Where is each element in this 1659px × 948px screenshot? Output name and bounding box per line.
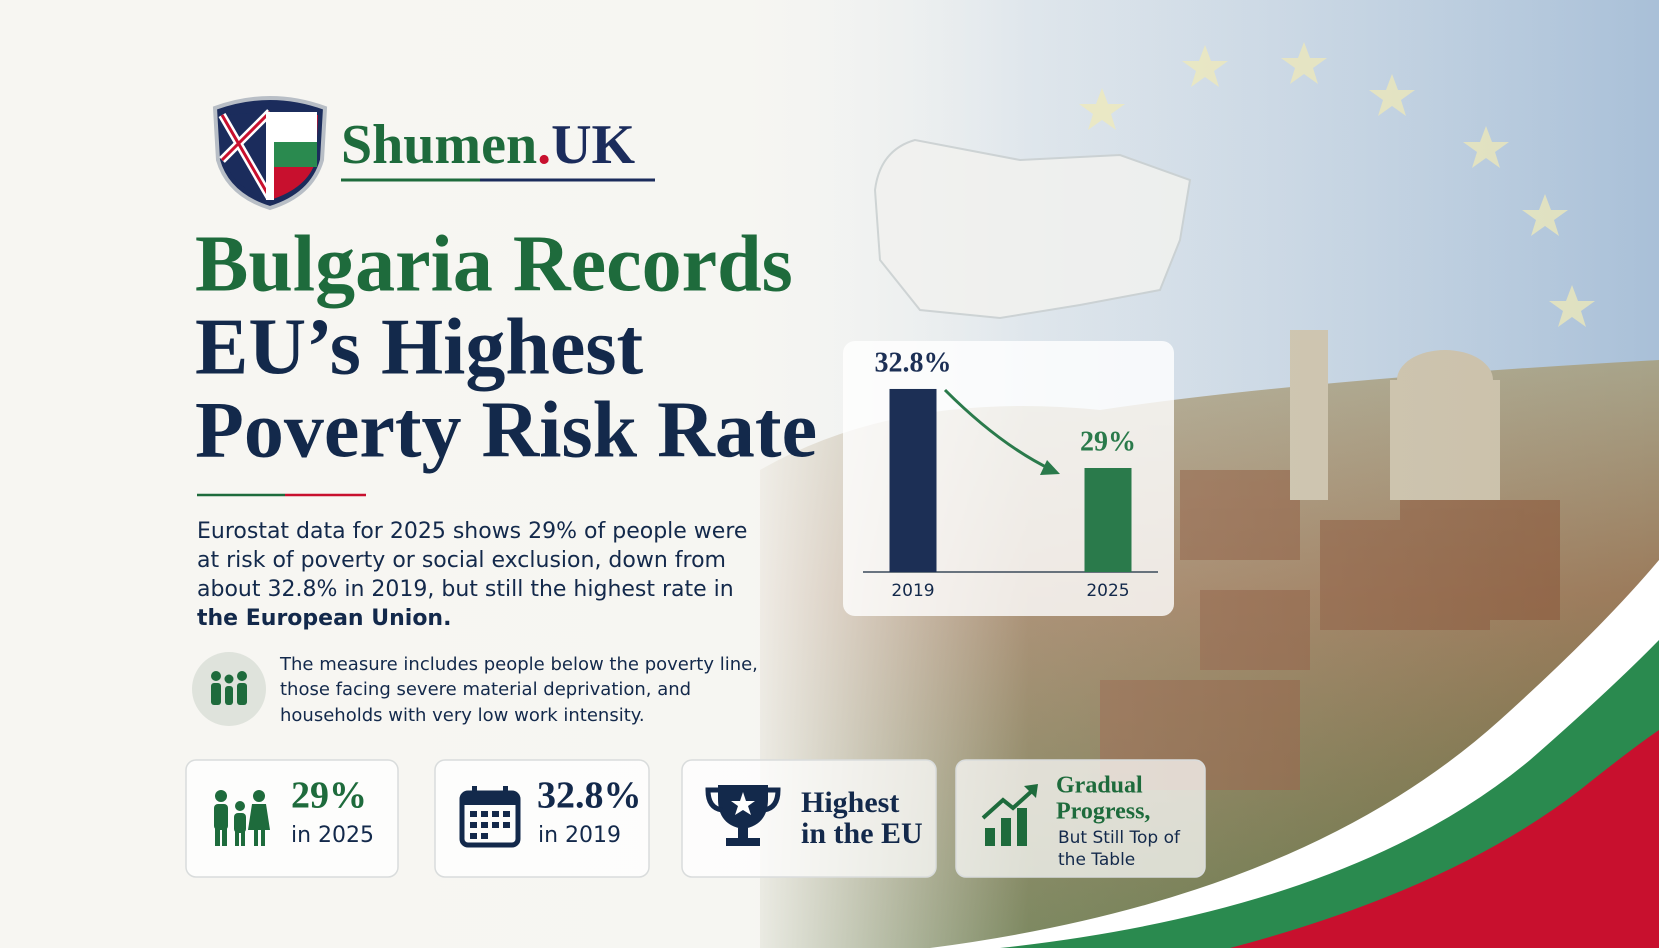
chart: 32.8% 2019 29% 2025 [843,341,1174,616]
card-caption: the Table [1058,850,1135,870]
card-caption: in 2025 [291,823,374,848]
stat-card [955,759,1206,878]
bar [889,388,937,572]
card-value: 32.8% [537,775,642,817]
card-value: Progress, [1056,799,1150,825]
note-line: households with very low work intensity. [280,705,645,726]
stat-card [185,759,399,878]
family-icon [214,790,270,846]
brand-name: Shumen [341,114,537,176]
headline-line: Bulgaria Records [195,220,793,308]
trophy-icon [705,785,781,846]
bar [1084,468,1132,572]
stat-card [434,759,650,878]
note-line: those facing severe material deprivation… [280,679,691,700]
brand-suffix: UK [551,114,635,176]
body-line: about 32.8% in 2019, but still the highe… [197,577,734,602]
trend-arrow-head [1040,460,1060,475]
headline-line: Poverty Risk Rate [195,386,817,474]
logo-shield [212,96,328,211]
card-value: Gradual [1056,773,1143,799]
body-line: at risk of poverty or social exclusion, … [197,548,726,573]
x-tick-label: 2019 [891,581,934,601]
card-caption: in 2019 [538,823,621,848]
value-label: 32.8% [875,347,952,378]
x-tick-label: 2025 [1086,581,1129,601]
card-value: Highest [801,786,899,819]
calendar-icon [459,786,521,848]
card-caption: But Still Top of [1058,828,1181,848]
body: Eurostat data for 2025 shows 29% of peop… [197,519,747,631]
note: The measure includes people below the po… [279,654,758,726]
body-line: Eurostat data for 2025 shows 29% of peop… [197,519,747,544]
growth-icon [981,784,1038,846]
card-value: 29% [291,775,367,817]
value-label: 29% [1080,426,1136,457]
note-line: The measure includes people below the po… [279,654,758,675]
brand: Shumen.UK [341,114,636,176]
trend-arrow [943,388,1053,472]
people-icon [211,671,247,705]
card-value: in the EU [801,817,923,850]
brand-dot: . [537,114,551,176]
headline-line: EU’s Highest [195,303,644,391]
body-line: the European Union. [197,606,451,631]
